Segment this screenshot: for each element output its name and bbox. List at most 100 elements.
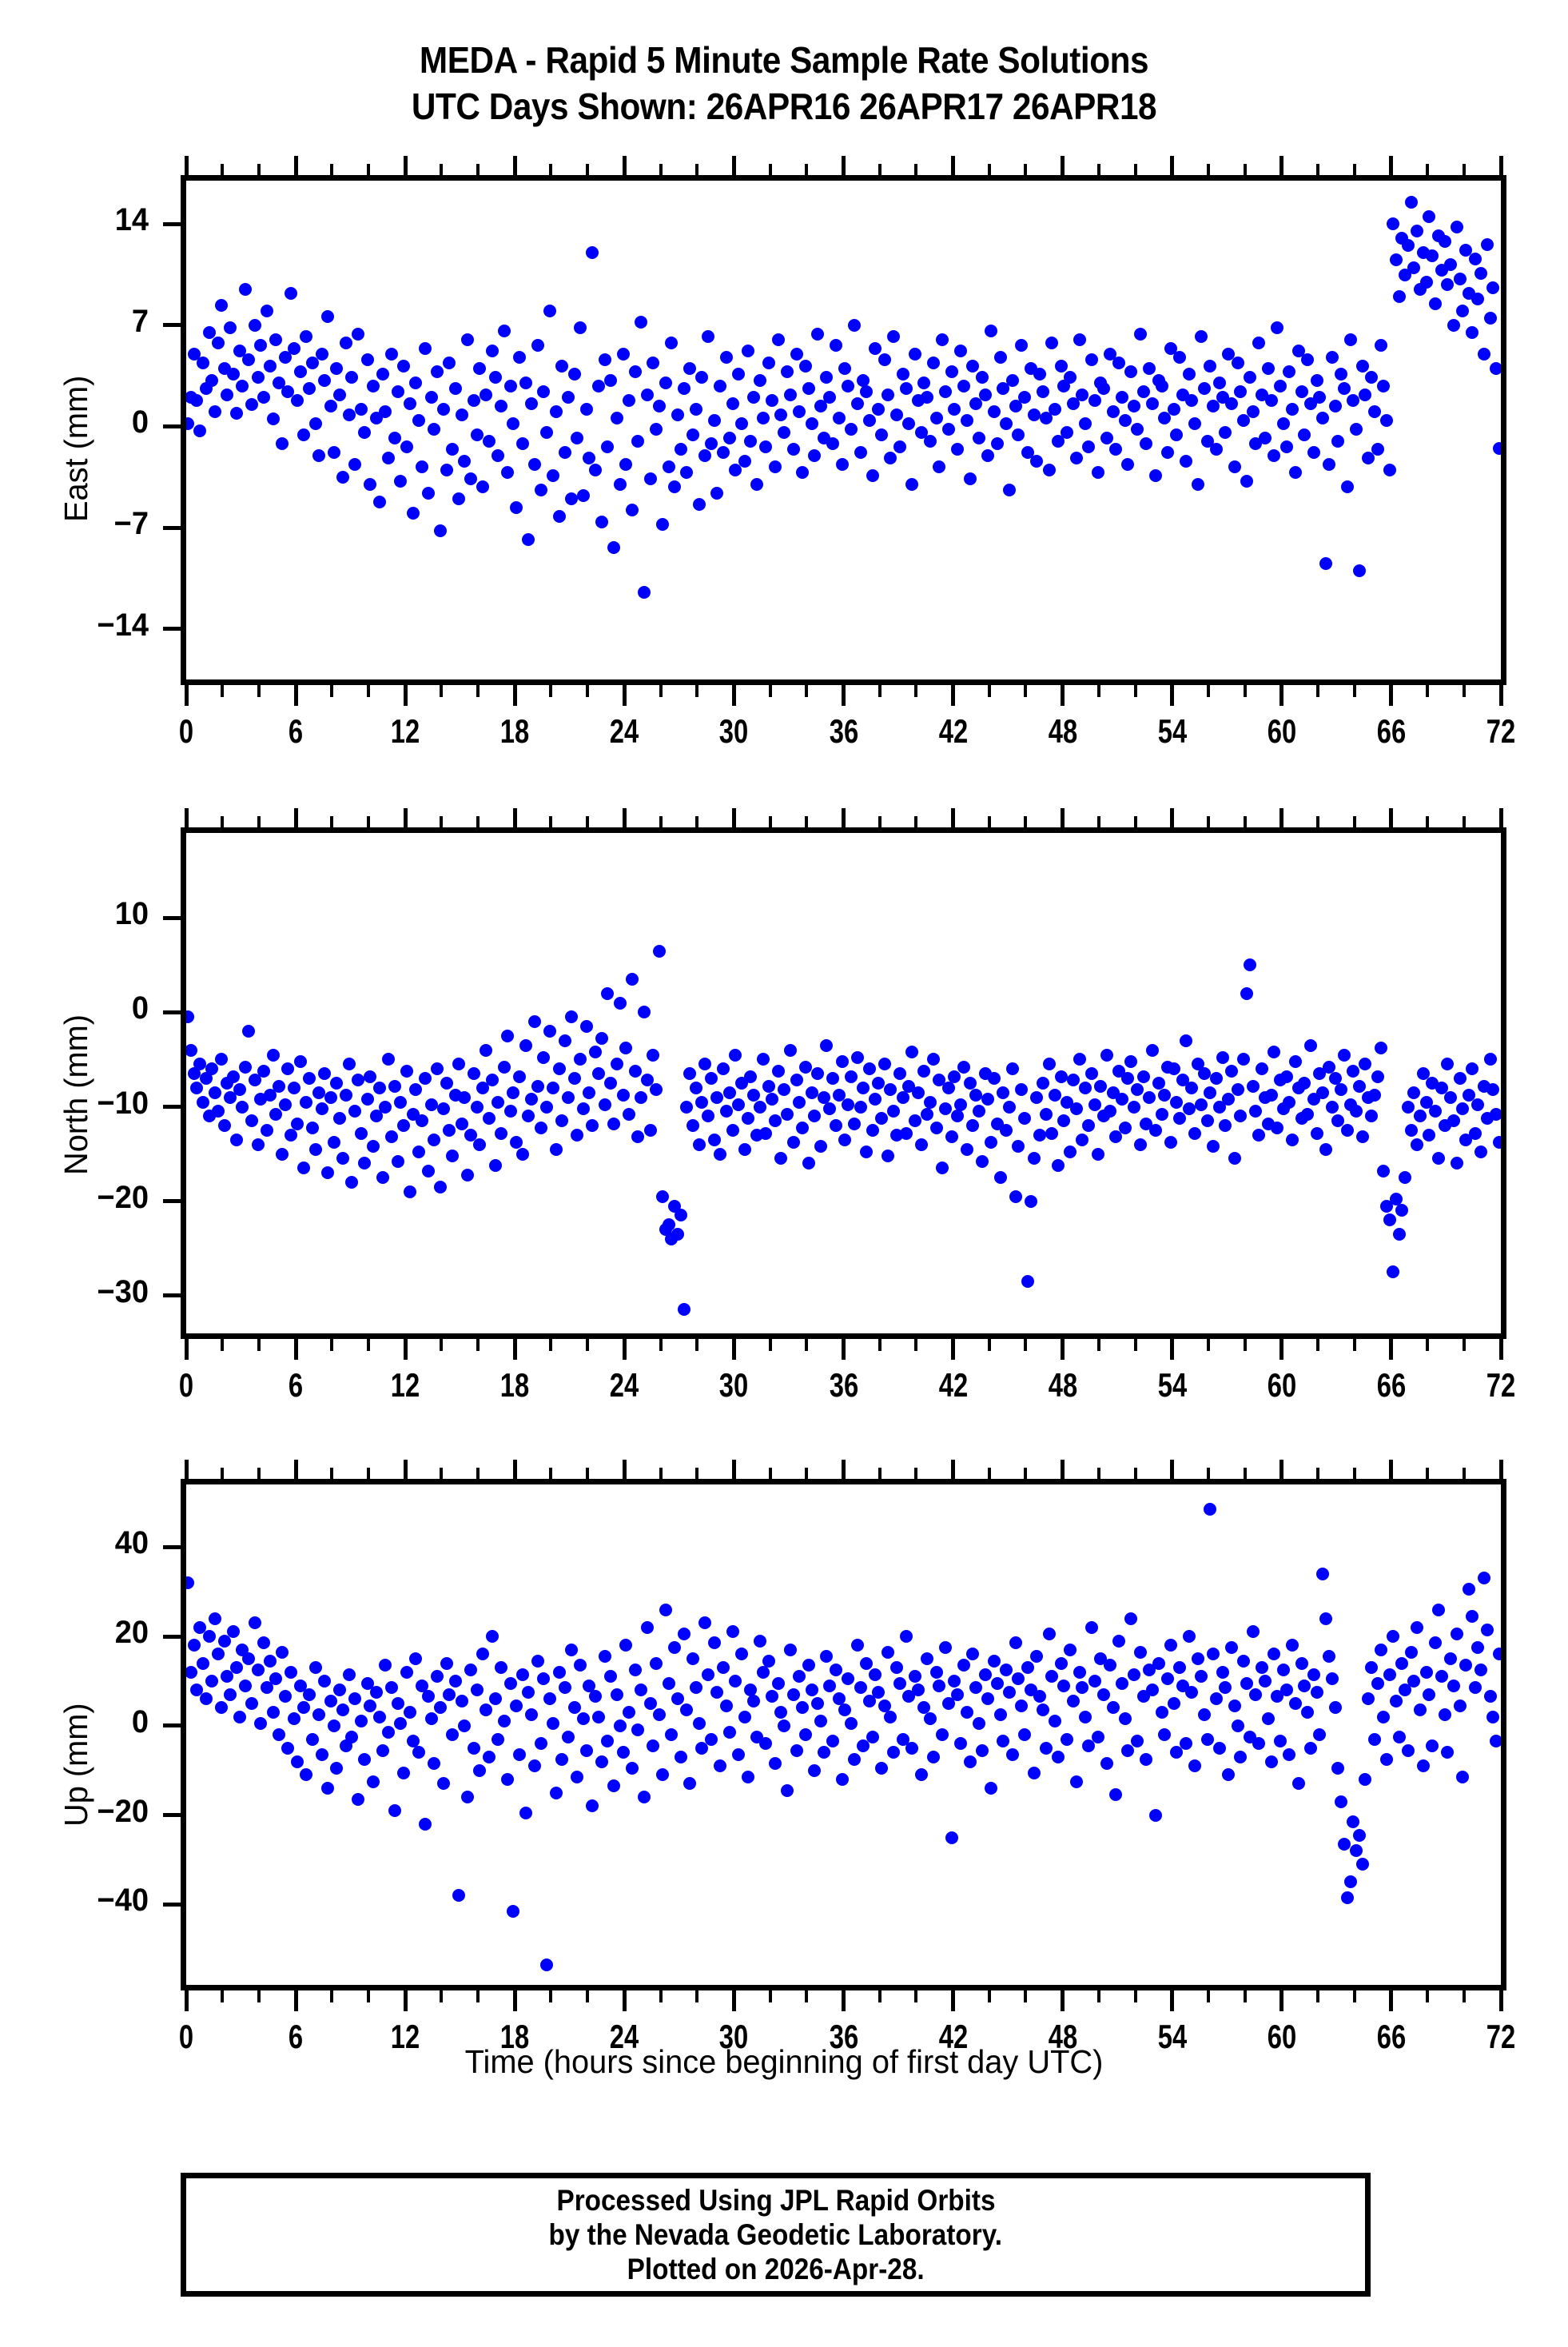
data-point [1301, 353, 1315, 367]
data-point [607, 1779, 621, 1793]
data-point [1091, 1730, 1104, 1743]
data-point [394, 475, 408, 488]
data-point [424, 391, 438, 404]
data-point [482, 1111, 495, 1125]
x-axis-top-major-tick [184, 156, 189, 175]
data-point [905, 1741, 919, 1755]
data-point [186, 1043, 197, 1057]
x-axis-minor-tick [586, 685, 590, 697]
data-point [929, 411, 943, 424]
data-point [796, 1121, 810, 1134]
data-point [1012, 1672, 1025, 1686]
data-point [531, 1079, 544, 1093]
data-point [379, 1659, 392, 1672]
x-axis-top-minor-tick [257, 816, 261, 827]
data-point [643, 472, 657, 485]
x-axis-tick-label: 72 [1486, 2018, 1516, 2055]
data-point [354, 402, 368, 416]
data-point [1463, 1089, 1476, 1102]
data-point [1179, 454, 1192, 468]
data-point [491, 1732, 505, 1746]
data-point [722, 1726, 736, 1739]
data-point [1164, 1639, 1177, 1652]
data-point [555, 1752, 569, 1766]
data-point [655, 1189, 669, 1203]
data-point [820, 370, 834, 384]
x-axis-minor-tick [805, 1990, 809, 2002]
data-point [1133, 327, 1147, 341]
data-point [278, 1098, 292, 1112]
data-point [902, 1690, 916, 1703]
data-point [1079, 1710, 1092, 1723]
data-point [1419, 275, 1433, 289]
data-point [1234, 1110, 1248, 1123]
y-axis-tick [163, 915, 181, 920]
data-point [1192, 1652, 1205, 1665]
data-point [1389, 1695, 1403, 1708]
data-point [729, 1048, 742, 1062]
data-point [364, 477, 377, 491]
data-point [300, 330, 313, 344]
data-point [293, 1679, 307, 1692]
data-point [973, 1717, 986, 1731]
data-point [1207, 1140, 1220, 1154]
x-axis-major-tick [842, 1990, 846, 2011]
x-axis-tick-label: 6 [288, 2018, 304, 2055]
data-point [1268, 448, 1281, 462]
data-point [973, 431, 986, 444]
x-axis-major-tick [512, 1339, 517, 1360]
data-point [985, 1782, 998, 1795]
data-point [659, 377, 672, 390]
caption-box: Processed Using JPL Rapid Orbits by the … [181, 2173, 1371, 2297]
x-axis-title: Time (hours since beginning of first day… [464, 2043, 1104, 2080]
data-point [510, 1136, 523, 1150]
data-point [260, 304, 273, 317]
data-point [1404, 1645, 1418, 1659]
data-point [778, 1083, 791, 1097]
data-point [199, 1072, 213, 1086]
data-point [1197, 1067, 1211, 1081]
data-point [397, 1119, 411, 1133]
data-point [1490, 1735, 1501, 1748]
data-point [1486, 281, 1500, 294]
data-point [793, 1670, 806, 1684]
x-axis-tick-label: 24 [610, 2018, 639, 2055]
scatter-plot-area-north [186, 833, 1501, 1333]
data-point [808, 1110, 822, 1123]
data-point [1170, 428, 1184, 442]
data-point [507, 416, 520, 430]
data-point [1076, 1133, 1089, 1146]
data-point [1185, 1685, 1199, 1699]
data-point [470, 1684, 484, 1697]
data-point [735, 416, 748, 430]
data-point [519, 377, 532, 390]
data-point [1054, 359, 1068, 373]
x-axis-top-minor-tick [549, 164, 553, 175]
x-axis-minor-tick [1316, 685, 1320, 697]
x-axis-top-minor-tick [695, 816, 699, 827]
data-point [826, 437, 840, 451]
x-axis-minor-tick [586, 1339, 590, 1351]
x-axis-tick-label: 36 [829, 712, 858, 750]
x-axis-top-minor-tick [586, 164, 590, 175]
data-point [197, 1656, 210, 1670]
data-point [860, 385, 874, 399]
data-point [701, 1110, 714, 1123]
data-point [330, 1761, 344, 1775]
data-point [312, 1086, 325, 1099]
y-axis-tick [163, 221, 181, 226]
data-point [224, 1090, 237, 1104]
data-point [1243, 370, 1256, 384]
data-point [576, 1712, 590, 1726]
data-point [1407, 1674, 1421, 1688]
data-point [527, 1759, 541, 1773]
data-point [1414, 1703, 1427, 1717]
data-point [507, 1086, 520, 1099]
data-point [1362, 1692, 1375, 1706]
data-point [917, 377, 931, 390]
data-point [330, 1077, 344, 1090]
data-point [354, 1715, 368, 1728]
data-point [512, 350, 526, 364]
data-point [1018, 391, 1032, 404]
data-point [1103, 348, 1116, 361]
